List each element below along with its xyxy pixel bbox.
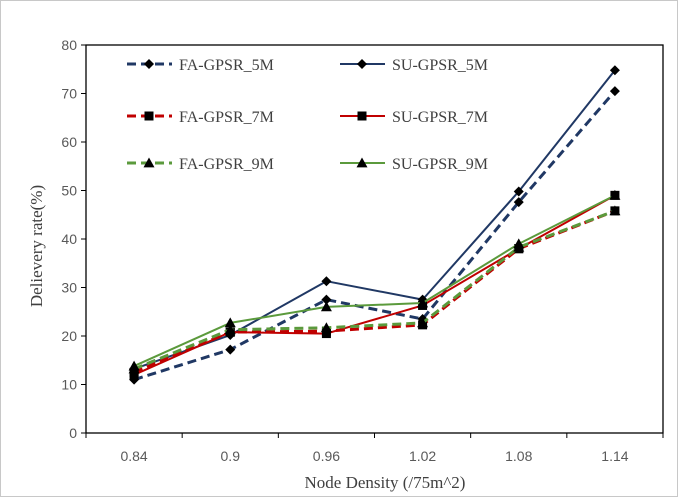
x-tick-label: 0.96 [313,448,340,464]
series-SU-GPSR_7M [129,190,620,380]
x-tick-label: 1.14 [601,448,628,464]
data-point [513,197,524,208]
data-point [225,344,236,355]
x-tick-label: 1.08 [505,448,532,464]
y-tick-label: 40 [61,231,77,247]
series-line [133,90,617,382]
data-point [129,370,139,380]
data-point [513,238,525,249]
y-axis-ticks: 0 10 20 30 40 50 60 70 80 [61,37,86,441]
y-tick-label: 10 [61,377,77,393]
plot-area [85,44,664,434]
legend-label: SU-GPSR_5M [392,57,488,74]
legend-item: FA-GPSR_5M [127,57,274,74]
y-tick-label: 50 [61,183,77,199]
legend-label: FA-GPSR_7M [179,109,274,126]
x-tick-label: 0.84 [120,448,147,464]
series-line [133,194,616,376]
data-point [417,297,429,308]
x-tick-label: 1.02 [409,448,436,464]
legend-label: FA-GPSR_9M [179,156,274,173]
data-point [224,324,236,335]
x-axis-title: Node Density (/75m^2) [305,473,466,492]
data-point [321,329,331,339]
y-tick-label: 60 [61,134,77,150]
legend-item: SU-GPSR_7M [340,109,488,126]
legend-marker [144,111,154,121]
legend-item: SU-GPSR_9M [340,156,488,173]
x-tick-label: 0.9 [221,448,241,464]
data-point [320,322,332,333]
legend: FA-GPSR_5M SU-GPSR_5M FA-GPSR_7M SU-GPSR_7M… [127,57,488,173]
legend-item: FA-GPSR_7M [127,109,274,126]
legend-label: FA-GPSR_5M [179,57,274,74]
data-point [320,301,332,312]
series-line [133,194,616,367]
y-tick-label: 70 [61,86,77,102]
plot-border [85,44,664,434]
data-point [609,65,620,76]
legend-marker [357,59,367,69]
data-point [609,205,621,216]
y-tick-label: 20 [61,328,77,344]
y-tick-label: 30 [61,280,77,296]
y-axis-title: Delievery rate(%) [27,185,46,307]
legend-marker [144,59,154,69]
series-FA-GPSR_7M [129,206,620,377]
legend-item: SU-GPSR_5M [340,57,488,74]
series-FA-GPSR_9M [128,205,621,374]
series-line [133,69,616,370]
data-point [128,360,140,371]
legend-marker [356,157,368,168]
data-point [321,276,332,287]
data-point [224,317,236,328]
legend-item: FA-GPSR_9M [127,156,274,173]
series-line [133,209,616,371]
data-point [513,186,524,197]
series-SU-GPSR_9M [128,189,621,371]
x-axis-ticks: 0.84 0.9 0.96 1.02 1.08 1.14 [85,433,664,464]
y-tick-label: 0 [69,425,77,441]
legend-label: SU-GPSR_7M [392,109,488,126]
data-point [609,189,621,200]
legend-marker [143,157,155,168]
y-tick-label: 80 [61,37,77,53]
series-layer [128,65,621,385]
data-point [417,317,429,328]
data-point [609,86,620,97]
legend-marker [357,111,367,121]
legend-label: SU-GPSR_9M [392,156,488,173]
data-point [321,294,332,305]
